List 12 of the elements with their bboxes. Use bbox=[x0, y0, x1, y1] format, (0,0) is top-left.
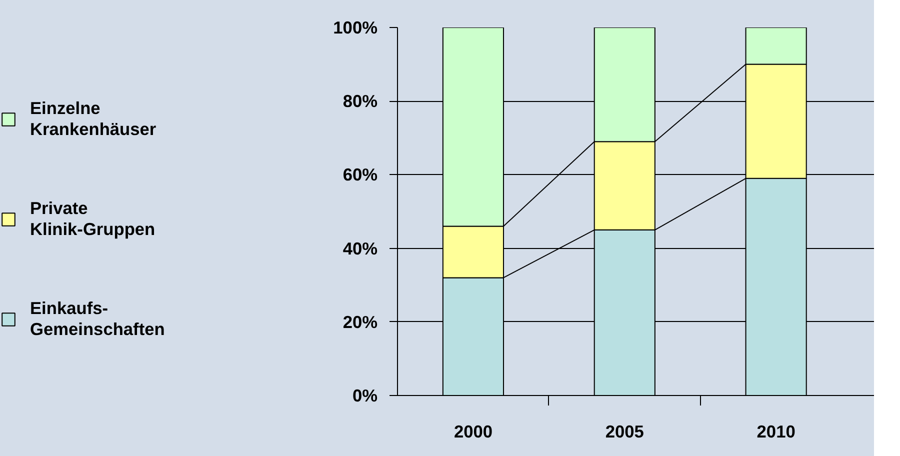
legend-label: Einkaufs-Gemeinschaften bbox=[30, 298, 165, 340]
y-tick-label: 20% bbox=[342, 312, 378, 332]
y-tick-label: 0% bbox=[352, 386, 378, 406]
x-tick-label: 2000 bbox=[454, 422, 493, 442]
y-tick-label: 80% bbox=[342, 91, 378, 112]
legend-label: Einzelne Krankenhäuser bbox=[30, 98, 156, 140]
y-tick-label: 40% bbox=[342, 238, 378, 258]
y-tick-label: 60% bbox=[342, 164, 378, 185]
legend-label: Private Klinik-Gruppen bbox=[30, 198, 156, 240]
y-tick-label: 100% bbox=[333, 18, 378, 38]
x-tick-label: 2005 bbox=[605, 422, 644, 442]
x-tick-label: 2010 bbox=[756, 422, 796, 442]
